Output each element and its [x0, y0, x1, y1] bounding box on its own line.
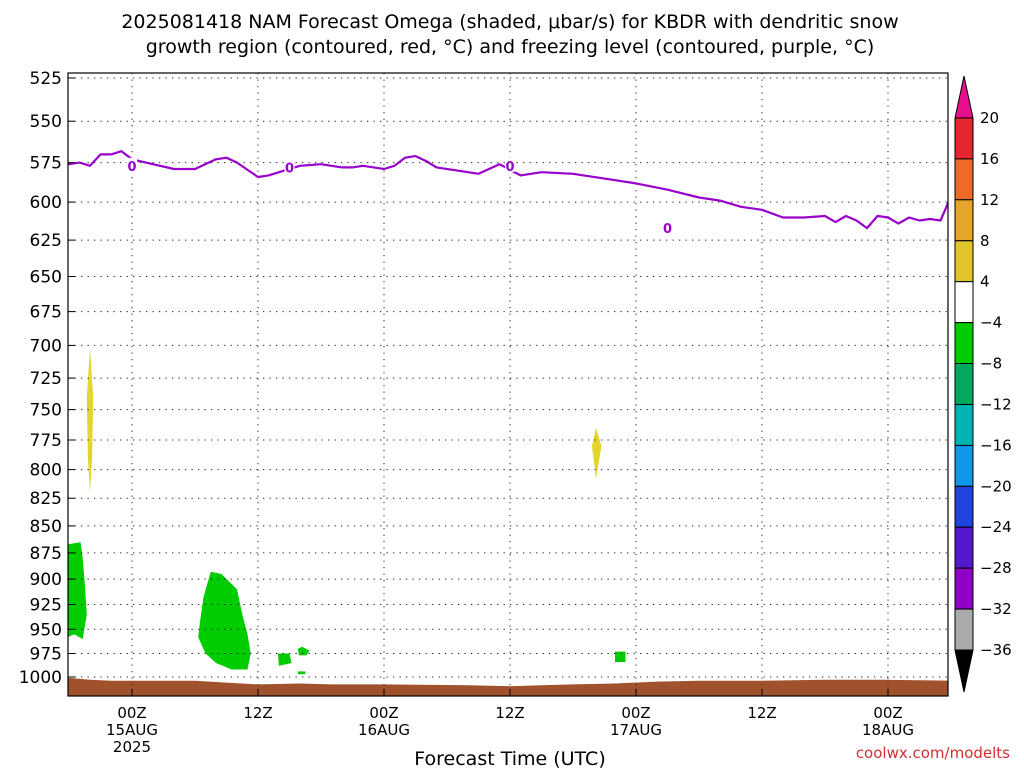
x-tick-year: 2025 [113, 738, 151, 756]
colorbar-segment [954, 608, 974, 651]
x-tick-label: 00Z [873, 704, 902, 722]
y-tick-label: 650 [30, 268, 62, 288]
colorbar-label: −20 [980, 477, 1012, 495]
omega-region [68, 542, 87, 640]
x-tick-date: 17AUG [610, 721, 662, 739]
freezing-label-bg [127, 157, 137, 172]
chart-title-line1: 2025081418 NAM Forecast Omega (shaded, μ… [121, 11, 898, 33]
y-tick-label: 975 [30, 645, 62, 665]
omega-region [277, 653, 292, 666]
freezing-label-bg [284, 159, 295, 174]
colorbar-segment [954, 567, 974, 610]
colorbar-segment [954, 158, 974, 201]
y-tick-label: 850 [30, 517, 62, 537]
colorbar-label: −24 [980, 518, 1012, 536]
colorbar-label: −12 [980, 396, 1012, 414]
y-tick-label: 525 [30, 69, 62, 89]
y-tick-label: 925 [30, 596, 62, 616]
x-tick-label: 12Z [495, 704, 524, 722]
x-tick-label: 12Z [243, 704, 272, 722]
colorbar-label: −36 [980, 641, 1012, 659]
colorbar-label: −8 [980, 355, 1002, 373]
colorbar-label: −16 [980, 436, 1012, 454]
y-tick-label: 1000 [19, 668, 62, 688]
colorbar-segment [954, 199, 974, 242]
chart-title-line2: growth region (contoured, red, °C) and f… [146, 36, 875, 58]
x-tick-date: 18AUG [862, 721, 914, 739]
x-tick-label: 00Z [621, 704, 650, 722]
colorbar-label: 16 [980, 150, 999, 168]
y-tick-label: 675 [30, 303, 62, 323]
colorbar-segment [954, 322, 974, 365]
omega-region [615, 651, 626, 662]
colorbar-label: 4 [980, 273, 990, 291]
y-tick-label: 550 [30, 112, 62, 132]
y-tick-label: 825 [30, 489, 62, 509]
colorbar-segment [954, 404, 974, 446]
y-tick-label: 900 [30, 570, 62, 590]
freezing-level-contour-label: 0 [285, 161, 294, 176]
freezing-level-contour-label: 0 [663, 222, 672, 237]
omega-region [297, 671, 306, 675]
plot-area: 0 0 0 0 525 550 575 600 625 650 675 700 725 750 775 800… [19, 69, 949, 756]
credit-text: coolwx.com/modelts [856, 744, 1010, 762]
x-axis-label: Forecast Time (UTC) [414, 748, 605, 768]
colorbar-segment [954, 363, 974, 405]
y-tick-label: 750 [30, 401, 62, 421]
plot-clipped-layer: 0 0 0 0 [68, 73, 948, 696]
plot-frame [67, 72, 949, 697]
x-tick-label: 00Z [369, 704, 398, 722]
colorbar-label: 20 [980, 109, 999, 127]
colorbar-segment [954, 526, 974, 569]
colorbar-label: 12 [980, 191, 999, 209]
colorbar-label: −32 [980, 600, 1012, 618]
omega-region [86, 348, 94, 493]
colorbar-segment [954, 485, 974, 528]
x-tick-date: 16AUG [358, 721, 410, 739]
x-tick-label: 12Z [747, 704, 776, 722]
colorbar-bottom-arrow [954, 649, 974, 693]
freezing-label-bg [505, 157, 515, 172]
y-tick-label: 950 [30, 620, 62, 640]
y-tick-label: 875 [30, 544, 62, 564]
colorbar-segment [954, 240, 974, 283]
y-tick-label: 700 [30, 336, 62, 356]
colorbar-segment [954, 281, 974, 324]
colorbar: 20 16 12 8 4 −4 −8 −12 −16 −20 −24 −28 −32 −36 [954, 75, 1012, 693]
omega-region [297, 646, 310, 656]
freezing-level-contour-label: 0 [127, 160, 136, 175]
omega-region [198, 571, 251, 670]
surface-terrain [68, 677, 948, 696]
y-tick-label: 575 [30, 154, 62, 174]
freezing-label-bg [662, 220, 673, 235]
y-tick-label: 725 [30, 369, 62, 389]
y-tick-label: 625 [30, 231, 62, 251]
y-tick-label: 800 [30, 461, 62, 481]
x-tick-date: 15AUG [106, 721, 158, 739]
colorbar-segment [954, 444, 974, 487]
colorbar-label: −4 [980, 314, 1002, 332]
y-tick-label: 600 [30, 193, 62, 213]
omega-region [591, 428, 602, 479]
colorbar-segment [954, 117, 974, 160]
freezing-level-line [68, 150, 948, 230]
colorbar-label: −28 [980, 559, 1012, 577]
y-tick-label: 775 [30, 431, 62, 451]
freezing-level-contour-label: 0 [505, 160, 514, 175]
colorbar-label: 8 [980, 232, 990, 250]
x-tick-label: 00Z [117, 704, 146, 722]
